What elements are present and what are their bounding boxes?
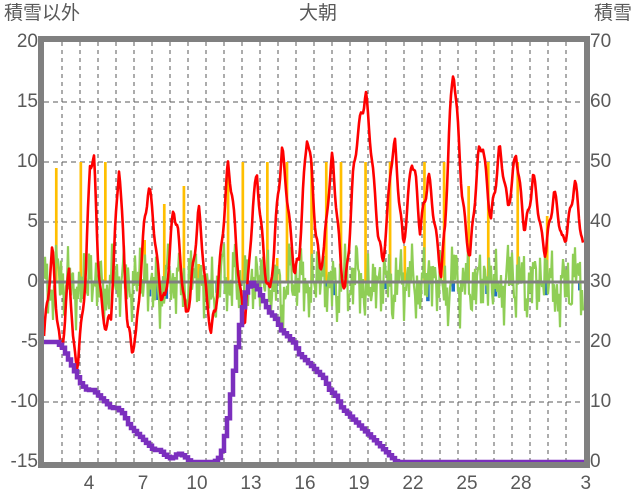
right-tick-50: 50 [590, 151, 612, 172]
left-tick--15: -15 [10, 451, 38, 472]
x-tick-10: 10 [186, 473, 208, 494]
x-tick-7: 7 [137, 473, 149, 494]
left-axis-title: 積雪以外 [4, 3, 81, 24]
snow-depth-line [44, 280, 584, 462]
right-tick-40: 40 [590, 211, 612, 232]
x-tick-22: 22 [402, 473, 424, 494]
left-tick-5: 5 [27, 211, 38, 232]
x-tick-3: 3 [580, 473, 592, 494]
left-tick-10: 10 [16, 151, 38, 172]
right-tick-10: 10 [590, 391, 612, 412]
chart-svg [44, 42, 584, 462]
chart-title: 大朝 [298, 3, 337, 24]
plot-area [44, 42, 584, 462]
x-tick-25: 25 [456, 473, 478, 494]
left-tick-0: 0 [27, 271, 38, 292]
right-tick-60: 60 [590, 91, 612, 112]
temperature-line [44, 75, 584, 371]
x-tick-28: 28 [510, 473, 532, 494]
right-axis-title: 積雪 [593, 3, 632, 24]
left-tick--5: -5 [21, 331, 38, 352]
right-tick-70: 70 [590, 31, 612, 52]
left-tick--10: -10 [10, 391, 38, 412]
left-tick-15: 15 [16, 91, 38, 112]
right-tick-0: 0 [590, 451, 601, 472]
left-tick-20: 20 [16, 31, 38, 52]
right-tick-30: 30 [590, 271, 612, 292]
x-tick-19: 19 [348, 473, 370, 494]
x-tick-13: 13 [240, 473, 262, 494]
right-tick-20: 20 [590, 331, 612, 352]
x-tick-16: 16 [294, 473, 316, 494]
x-tick-4: 4 [83, 473, 95, 494]
